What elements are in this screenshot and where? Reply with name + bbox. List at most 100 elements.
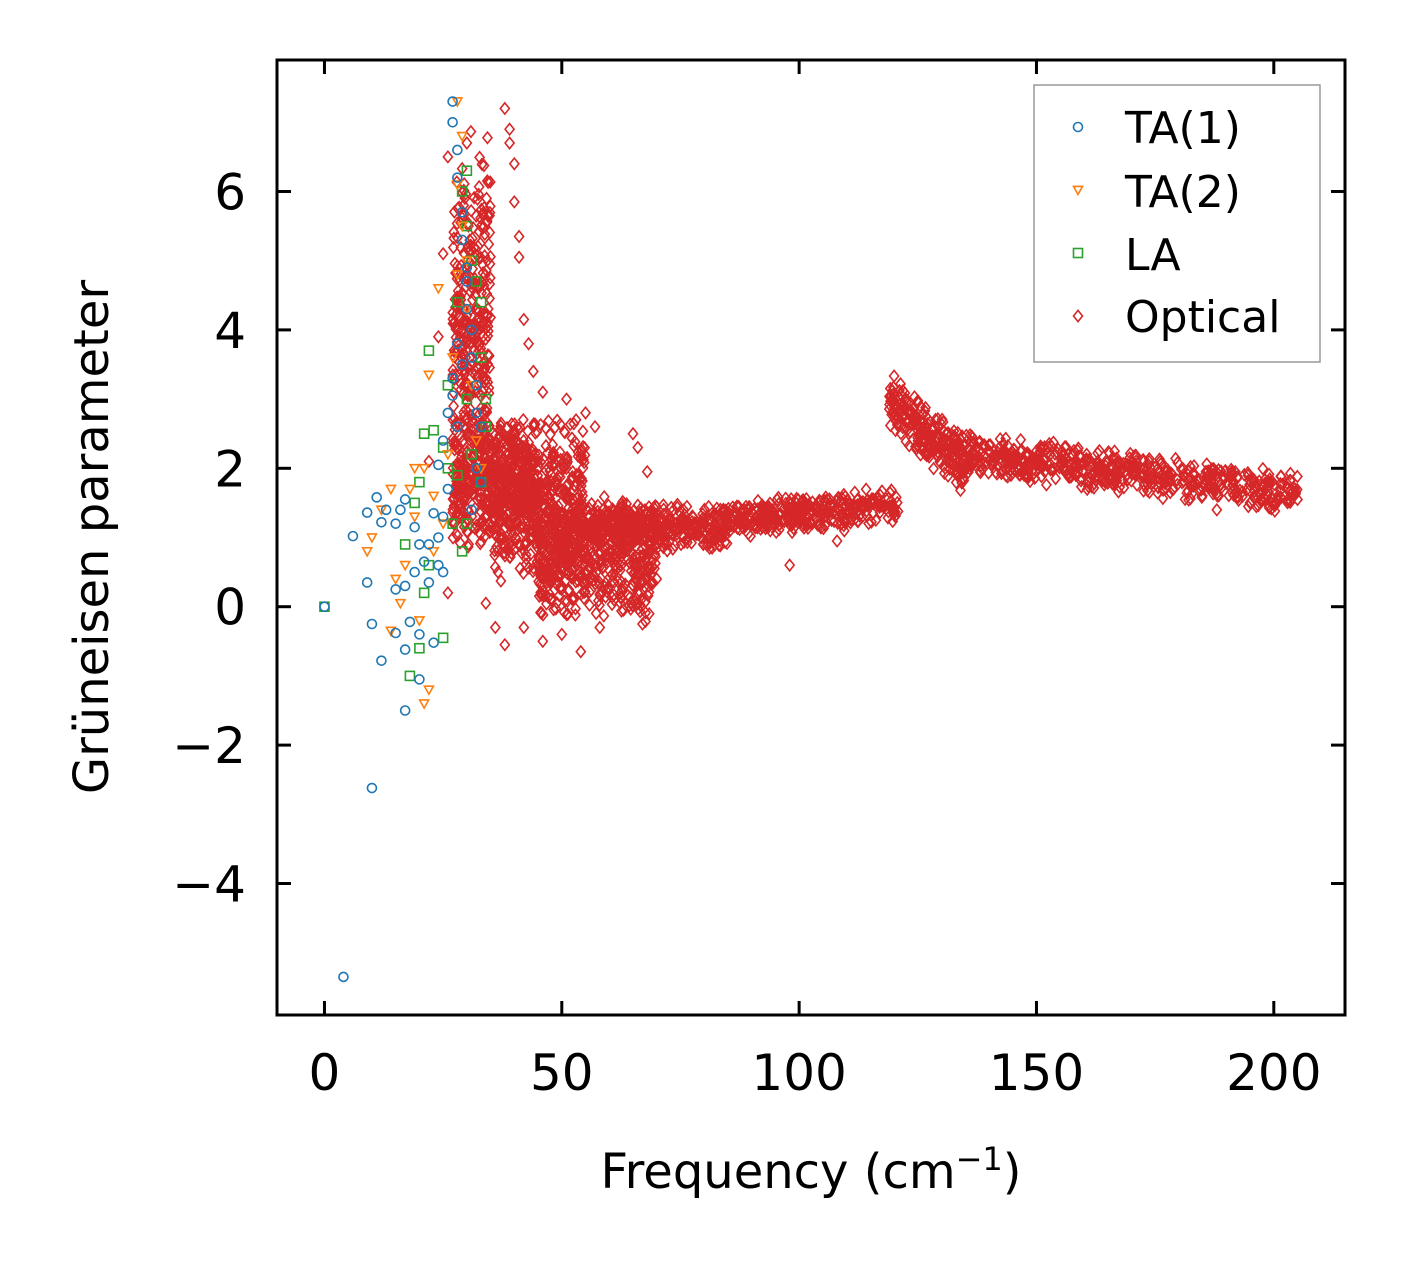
optical-point	[501, 494, 513, 509]
optical-point	[1274, 476, 1286, 491]
ta2-point	[427, 491, 440, 503]
ta1-point	[423, 539, 435, 550]
optical-point	[838, 487, 850, 502]
optical-point	[602, 582, 614, 597]
optical-point	[1291, 469, 1303, 484]
ta1-point	[366, 618, 378, 630]
optical-point	[458, 409, 470, 423]
optical-point	[959, 459, 972, 474]
optical-point	[899, 386, 911, 401]
optical-point	[1203, 480, 1215, 495]
optical-point	[704, 536, 716, 550]
optical-point	[469, 364, 481, 378]
optical-point	[606, 597, 618, 612]
optical-point	[651, 528, 663, 543]
optical-point	[773, 496, 785, 511]
optical-point	[857, 494, 869, 509]
ta2-point	[427, 546, 440, 558]
optical-point	[865, 495, 877, 509]
optical-point	[481, 253, 493, 268]
optical-point	[637, 550, 649, 565]
optical-point	[852, 513, 864, 528]
la-point	[414, 642, 425, 654]
optical-point	[489, 502, 501, 517]
optical-point	[561, 478, 573, 493]
optical-point	[843, 498, 855, 513]
optical-point	[621, 514, 633, 529]
optical-point	[515, 495, 527, 510]
optical-point	[790, 500, 802, 515]
optical-point	[578, 591, 590, 606]
optical-point	[479, 227, 491, 242]
ta2-point	[423, 685, 435, 696]
optical-point	[760, 501, 773, 516]
optical-point	[1275, 469, 1287, 484]
optical-point	[480, 263, 492, 278]
optical-point	[752, 493, 764, 508]
optical-point	[876, 499, 888, 514]
optical-point	[731, 499, 743, 514]
optical-point	[1114, 480, 1126, 494]
optical-point	[601, 514, 613, 529]
optical-point	[1257, 461, 1269, 476]
la-point	[442, 462, 454, 474]
optical-point	[537, 634, 549, 649]
ta2-point	[385, 484, 397, 496]
optical-point	[773, 522, 785, 537]
optical-point	[870, 513, 882, 528]
optical-point	[777, 512, 789, 527]
legend-label-ta2: TA(2)	[1124, 167, 1241, 218]
optical-point	[517, 475, 529, 490]
optical-point	[856, 510, 868, 524]
optical-point	[686, 509, 698, 523]
plot-frame	[275, 58, 1347, 1017]
optical-point	[562, 607, 574, 622]
optical-point	[492, 565, 504, 580]
y-tick-label: −2	[172, 717, 246, 775]
optical-point	[1152, 480, 1164, 495]
optical-point	[1092, 454, 1104, 469]
x-tick-label: 150	[989, 1044, 1084, 1102]
optical-point	[552, 514, 564, 529]
optical-point	[488, 522, 500, 536]
optical-point	[473, 407, 486, 421]
la-point	[414, 476, 425, 488]
la-point	[461, 165, 473, 177]
optical-point	[1143, 454, 1155, 469]
optical-point	[827, 511, 839, 526]
optical-point	[477, 384, 489, 399]
optical-point	[1021, 470, 1033, 485]
ta1-point	[409, 566, 420, 578]
x-tick-label: 200	[1226, 1044, 1321, 1102]
optical-point	[519, 487, 531, 502]
optical-point	[1080, 452, 1092, 467]
optical-point	[1266, 496, 1278, 511]
optical-point	[1143, 485, 1155, 500]
optical-point	[540, 588, 552, 603]
optical-point	[523, 561, 535, 575]
optical-point	[572, 468, 584, 482]
optical-point	[522, 462, 534, 477]
optical-point	[535, 455, 547, 469]
optical-point	[1138, 484, 1150, 498]
optical-point	[464, 402, 476, 417]
la-point	[418, 428, 430, 439]
optical-point	[514, 561, 526, 576]
ta1-point	[409, 521, 420, 533]
optical-point	[545, 592, 557, 607]
optical-point	[449, 422, 461, 437]
optical-point	[465, 464, 477, 479]
optical-point	[570, 412, 582, 427]
optical-point	[608, 588, 620, 602]
ta2-point	[423, 370, 435, 382]
optical-point	[593, 518, 605, 533]
optical-point	[471, 352, 483, 367]
optical-point	[641, 464, 653, 479]
ta1-point	[447, 373, 458, 384]
optical-point	[791, 491, 803, 506]
optical-point	[540, 564, 553, 579]
ta1-point	[399, 494, 411, 505]
la-point	[456, 186, 468, 197]
optical-point	[683, 524, 695, 539]
optical-point	[941, 426, 953, 441]
